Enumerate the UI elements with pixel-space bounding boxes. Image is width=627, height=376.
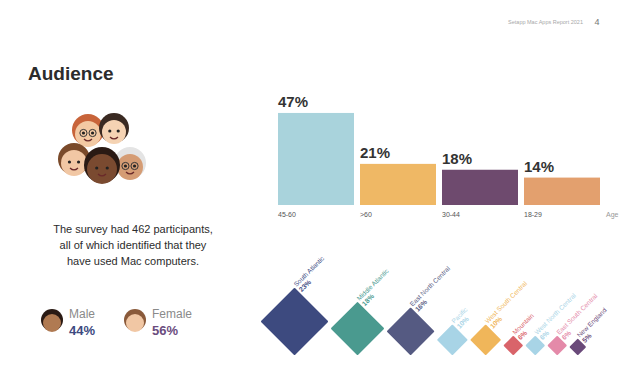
- category-label: East North Central: [408, 264, 451, 307]
- memoji-glasses: [122, 162, 129, 169]
- memoji-eye: [91, 131, 94, 134]
- data-label: 21%: [360, 144, 390, 161]
- diamond-label: South Atlantic23%: [292, 254, 331, 293]
- icon-face: [126, 314, 144, 332]
- icon-hair: [41, 309, 63, 331]
- memoji-mouth: [98, 174, 106, 176]
- x-axis-label: Age: [606, 211, 619, 219]
- data-label: 6%: [538, 329, 550, 341]
- x-tick-label: 30-44: [442, 211, 460, 218]
- bar: [278, 113, 354, 205]
- memoji: [84, 147, 120, 184]
- bars: [278, 113, 600, 205]
- memoji-mouth: [110, 137, 118, 139]
- data-label: 14%: [524, 158, 554, 175]
- category-label: East South Central: [555, 292, 599, 336]
- diamond: [388, 309, 433, 354]
- memoji-face: [61, 150, 87, 176]
- bar: [442, 170, 518, 205]
- data-label: 6%: [560, 329, 572, 341]
- memoji-mouth: [84, 139, 92, 141]
- data-label: 18%: [361, 293, 376, 308]
- diamond-label: East North Central16%: [408, 264, 456, 312]
- diamond: [262, 289, 327, 354]
- report-name: Setapp Mac Apps Report 2021: [508, 19, 583, 25]
- description-line: The survey had 462 participants,: [53, 223, 213, 235]
- memoji-glasses: [131, 162, 138, 169]
- memoji-eye: [117, 129, 120, 132]
- memoji-mouth: [126, 172, 134, 174]
- description-line: all of which identified that they: [60, 239, 207, 251]
- memoji-glasses: [89, 129, 96, 136]
- category-label: New England: [576, 306, 609, 339]
- page: Setapp Mac Apps Report 2021 4 Audience The …: [0, 0, 627, 376]
- data-label: 16%: [414, 298, 429, 313]
- gender-label: Male: [69, 307, 95, 321]
- diamond-labels: South Atlantic23% Middle Atlantic18% East …: [292, 254, 613, 344]
- bar: [524, 178, 600, 205]
- memoji-eye: [133, 164, 136, 167]
- data-label: 6%: [516, 329, 528, 341]
- data-label: 10%: [489, 315, 504, 330]
- memoji-face: [87, 154, 117, 184]
- data-label: 10%: [455, 315, 470, 330]
- category-label: West South Central: [483, 279, 528, 324]
- memoji: [99, 113, 129, 144]
- icon-hair: [124, 309, 146, 331]
- memoji-eye: [108, 129, 111, 132]
- diamond-label: Mountain6%: [511, 312, 540, 341]
- title: Audience: [28, 63, 114, 84]
- gender-icon: [41, 309, 63, 332]
- x-tick-label: 45-60: [278, 211, 296, 218]
- memoji-eye: [82, 131, 85, 134]
- gender-label: Female: [152, 307, 192, 321]
- data-label: 47%: [278, 93, 308, 110]
- memoji-mouth: [70, 168, 78, 170]
- diamonds: [262, 289, 585, 354]
- memoji-eye: [68, 160, 71, 163]
- data-label: 23%: [298, 278, 313, 293]
- memoji-eye: [124, 164, 127, 167]
- diamond-label: New England5%: [576, 306, 614, 344]
- icon-face: [43, 314, 61, 332]
- memoji-eye: [95, 166, 98, 169]
- memoji-face: [117, 154, 143, 180]
- page-number: 4: [594, 17, 599, 27]
- data-label: 18%: [442, 150, 472, 167]
- memoji-hair: [99, 113, 129, 143]
- bar: [360, 164, 436, 205]
- memoji-glasses: [80, 129, 87, 136]
- gender-value: 56%: [152, 323, 178, 338]
- memoji-hair: [84, 147, 120, 183]
- category-label: West North Central: [533, 291, 577, 335]
- gender-value: 44%: [69, 323, 95, 338]
- x-tick-label: >60: [360, 211, 372, 218]
- diamond: [332, 303, 383, 354]
- memoji-face: [102, 120, 126, 144]
- diamond-label: Pacific10%: [450, 305, 474, 329]
- gender-icon: [124, 309, 146, 332]
- data-label: 5%: [581, 332, 593, 344]
- memoji: [72, 114, 104, 147]
- background: [0, 0, 627, 376]
- diamond: [472, 326, 500, 354]
- memoji-eye: [77, 160, 80, 163]
- memoji-eye: [106, 166, 109, 169]
- x-tick-label: 18-29: [524, 211, 542, 218]
- diamond: [438, 326, 466, 354]
- diamond-label: Middle Atlantic18%: [355, 267, 395, 307]
- description-line: have used Mac computers.: [67, 255, 199, 267]
- memoji-face: [75, 121, 101, 147]
